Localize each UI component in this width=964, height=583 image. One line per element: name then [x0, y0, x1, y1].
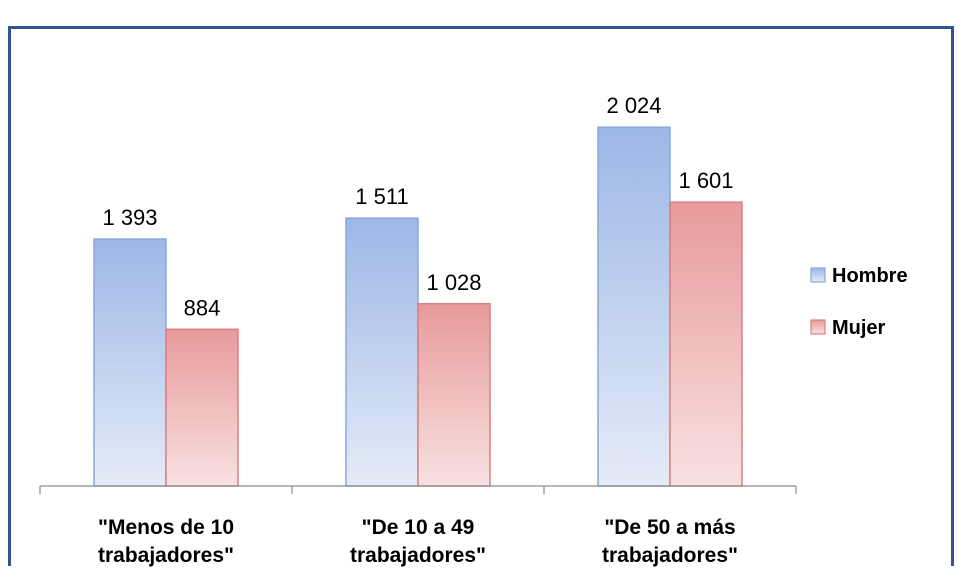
bar-mujer-1 [417, 303, 491, 487]
legend-label-hombre: Hombre [832, 265, 908, 287]
legend: Hombre Mujer [810, 265, 908, 339]
bar-hombre-0 [93, 238, 167, 487]
data-label-mujer-0: 884 [184, 295, 221, 320]
bars-group [93, 126, 743, 487]
x-axis [39, 485, 797, 494]
category-label-2: "De 50 a más trabajadores" [602, 516, 738, 567]
category-label-0: "Menos de 10 trabajadores" [98, 516, 234, 567]
bar-hombre-2 [597, 126, 671, 487]
data-label-hombre-2: 2 024 [606, 93, 661, 118]
category-label-1: "De 10 a 49 trabajadores" [350, 516, 486, 567]
legend-swatch-hombre [810, 267, 826, 283]
bar-mujer-2 [669, 201, 743, 487]
chart-border [8, 26, 954, 566]
bar-mujer-0 [165, 328, 239, 487]
value-labels: 1 393 884 1 511 1 028 2 024 1 601 [102, 93, 733, 320]
bar-hombre-1 [345, 217, 419, 487]
data-label-mujer-2: 1 601 [678, 168, 733, 193]
legend-swatch-mujer [810, 319, 826, 335]
category-labels: "Menos de 10 trabajadores" "De 10 a 49 trab… [98, 516, 738, 567]
data-label-hombre-0: 1 393 [102, 205, 157, 230]
legend-label-mujer: Mujer [832, 317, 886, 339]
data-label-hombre-1: 1 511 [355, 184, 408, 209]
data-label-mujer-1: 1 028 [426, 270, 481, 295]
